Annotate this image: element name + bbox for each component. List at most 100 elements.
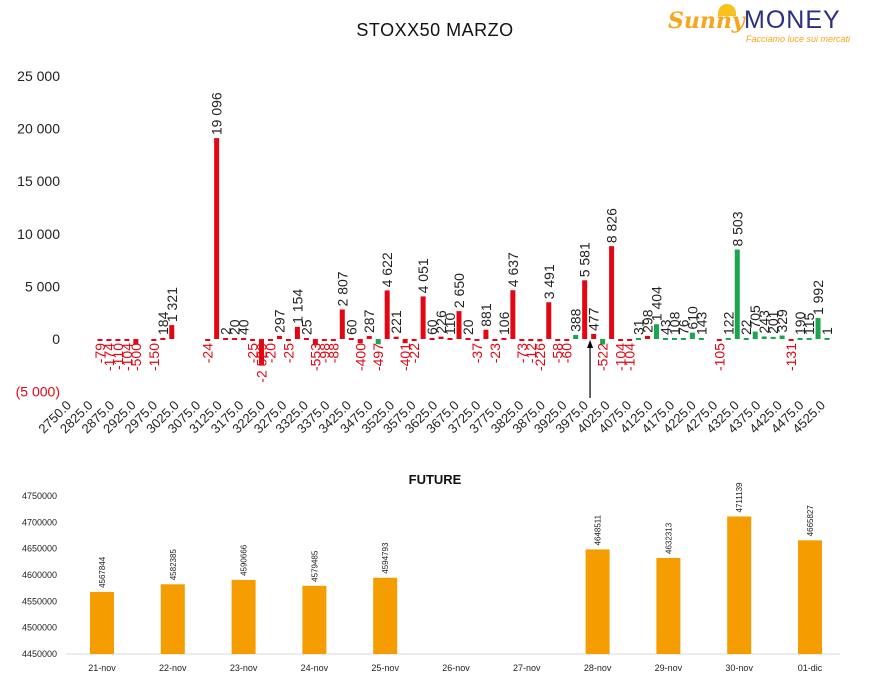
bar <box>645 335 650 339</box>
bar <box>375 339 381 345</box>
bar-value-label: -150 <box>146 343 162 371</box>
bar-value-label: -104 <box>119 343 135 371</box>
bar <box>474 339 480 341</box>
bar <box>698 338 704 340</box>
y-tick-label: 10 000 <box>17 226 60 242</box>
future-chart: 4750000 4700000 4650000 4600000 4550000 45000… <box>22 482 840 673</box>
x-tick-label: 28-nov <box>584 663 612 673</box>
x-tick-label: 21-nov <box>88 663 116 673</box>
bar <box>303 338 309 340</box>
bar-value-label: -79 <box>92 343 108 363</box>
y-tick-label: (5 000) <box>16 384 60 400</box>
bar <box>438 336 444 339</box>
bar-value-label: 4594793 <box>381 542 390 574</box>
chart-title: STOXX50 MARZO <box>356 20 514 40</box>
bar-value-label: -88 <box>325 343 341 363</box>
bar-value-label: -110 <box>110 343 126 370</box>
bar-value-label: -401 <box>397 343 413 371</box>
bar-value-label: 1 <box>819 327 835 335</box>
bar <box>268 339 273 341</box>
bar <box>402 339 408 344</box>
x-tick-label: 29-nov <box>655 663 683 673</box>
bar <box>90 591 114 654</box>
bar <box>627 339 633 341</box>
bar-value-label: 4 051 <box>415 258 431 293</box>
bar-value-label: 297 <box>271 309 287 333</box>
bar-value-label: -24 <box>200 343 216 363</box>
y-tick-label: 5 000 <box>25 278 60 294</box>
bar <box>276 335 282 339</box>
bar-value-label: 40 <box>236 319 252 335</box>
bar <box>788 339 794 341</box>
bar-value-label: -500 <box>128 343 144 371</box>
bar-value-label: 4579485 <box>310 550 319 582</box>
bar <box>689 332 695 339</box>
bar <box>160 584 185 654</box>
bar <box>716 339 722 341</box>
bar-value-label: 122 <box>720 311 736 335</box>
bar-value-label: 221 <box>388 310 404 334</box>
bar-value-label: 4 637 <box>505 252 521 287</box>
y-tick-label: 4650000 <box>22 544 57 554</box>
y-tick-label: 4500000 <box>22 623 57 633</box>
bar <box>302 585 327 654</box>
bar-value-label: -131 <box>783 343 799 371</box>
bar <box>555 339 561 341</box>
bar <box>806 338 812 340</box>
bar <box>384 290 390 339</box>
bar-value-label: 25 <box>298 319 314 335</box>
bar <box>761 336 767 339</box>
bar <box>519 339 525 341</box>
bar-value-label: 1 321 <box>164 287 180 322</box>
bar-value-label: 22 <box>738 319 754 335</box>
bar-value-label: 4632313 <box>664 522 673 554</box>
bar-value-label: 2 <box>218 327 234 335</box>
bar <box>483 329 489 339</box>
bar <box>231 579 256 654</box>
bar-value-label: 115 <box>801 312 817 335</box>
bar-value-label: -73 <box>514 343 530 363</box>
bar-value-label: 60 <box>343 319 359 335</box>
bar <box>510 290 516 339</box>
bar-value-label: 110 <box>442 312 458 335</box>
bar <box>743 338 749 340</box>
bar <box>411 339 417 341</box>
bar <box>662 338 668 340</box>
bar-value-label: -12 <box>523 343 539 363</box>
bar-value-label: 2 807 <box>334 271 350 306</box>
bar <box>779 335 785 339</box>
bar <box>232 338 238 340</box>
bar <box>223 338 229 340</box>
bar <box>725 338 731 340</box>
bar <box>585 549 610 654</box>
bar-value-label: 298 <box>640 309 656 333</box>
bar <box>656 557 681 654</box>
bar <box>393 336 399 339</box>
bar-value-label: 2 650 <box>451 273 467 308</box>
bar <box>312 339 318 345</box>
y-tick-label: 4700000 <box>22 517 57 527</box>
bar <box>429 338 435 340</box>
bar <box>250 339 256 341</box>
bar <box>573 334 579 339</box>
bar-value-label: 43 <box>657 319 673 335</box>
sunny-money-logo: Sunny MONEY Facciamo luce sui mercati <box>668 4 868 46</box>
bar-value-label: 4665827 <box>806 505 815 537</box>
bar-value-label: 881 <box>478 303 494 327</box>
bar-value-label: 287 <box>361 309 377 333</box>
x-tick-label: 23-nov <box>230 663 258 673</box>
bar-value-label: -25 <box>245 343 261 363</box>
bar <box>537 339 543 342</box>
bar <box>97 339 103 341</box>
y-tick-label: 4750000 <box>22 491 57 501</box>
bar <box>609 246 615 339</box>
logo-money: MONEY <box>744 6 841 34</box>
bar <box>770 336 776 339</box>
bar-value-label: 1 992 <box>810 280 826 315</box>
x-tick-label: 26-nov <box>442 663 470 673</box>
bar <box>618 339 624 341</box>
bar-value-label: 20 <box>460 319 476 335</box>
bar <box>591 333 597 339</box>
bar-value-label: 1 154 <box>289 289 305 324</box>
bar-value-label: 610 <box>684 306 700 330</box>
